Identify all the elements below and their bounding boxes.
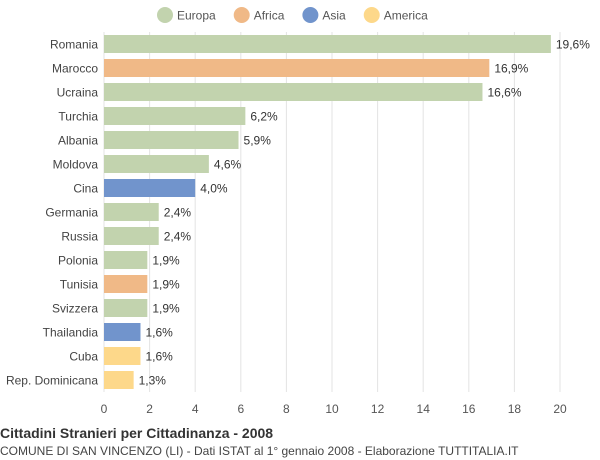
x-tick-label: 4 <box>192 402 199 416</box>
bar-row: Romania 19,6% <box>50 35 590 53</box>
bar <box>104 35 551 53</box>
x-tick-label: 20 <box>553 402 567 416</box>
bar-row: Polonia 1,9% <box>58 251 180 269</box>
x-tick-label: 10 <box>325 402 339 416</box>
data-label: 2,4% <box>164 230 192 244</box>
bar-chart: Europa Africa Asia America Romania 19,6% Maro… <box>6 7 590 416</box>
bar-row: Svizzera 1,9% <box>52 299 180 317</box>
legend-item-asia: Asia <box>302 7 346 23</box>
x-tick-label: 8 <box>283 402 290 416</box>
bar <box>104 155 209 173</box>
bars: Romania 19,6% Marocco 16,9% Ucraina 16,6% Turc… <box>6 35 590 389</box>
legend-item-europa: Europa <box>157 7 216 23</box>
category-label: Cuba <box>69 350 98 364</box>
x-tick-label: 12 <box>371 402 385 416</box>
category-label: Rep. Dominicana <box>6 374 98 388</box>
category-label: Polonia <box>58 254 98 268</box>
bar-row: Ucraina 16,6% <box>57 83 522 101</box>
bar <box>104 83 483 101</box>
legend-label: Africa <box>254 9 285 23</box>
legend-swatch <box>157 7 173 23</box>
category-label: Thailandia <box>43 326 99 340</box>
x-tick-label: 6 <box>237 402 244 416</box>
data-label: 6,2% <box>250 110 278 124</box>
bar-row: Moldova 4,6% <box>53 155 242 173</box>
category-label: Ucraina <box>57 86 99 100</box>
category-label: Svizzera <box>52 302 98 316</box>
bar-row: Germania 2,4% <box>45 203 191 221</box>
legend-swatch <box>302 7 319 23</box>
legend-label: Europa <box>177 9 216 23</box>
bar <box>104 107 246 125</box>
bar <box>104 371 134 389</box>
bar <box>104 131 239 149</box>
bar-row: Marocco 16,9% <box>52 59 529 77</box>
category-label: Romania <box>50 38 98 52</box>
data-label: 1,9% <box>152 254 180 268</box>
x-tick-label: 2 <box>146 402 153 416</box>
bar <box>104 227 159 245</box>
category-label: Cina <box>73 182 98 196</box>
category-label: Russia <box>61 230 98 244</box>
category-label: Albania <box>58 134 98 148</box>
x-tick-label: 14 <box>417 402 431 416</box>
legend-item-africa: Africa <box>233 7 285 23</box>
bar <box>104 203 159 221</box>
legend-label: Asia <box>322 9 346 23</box>
bar <box>104 299 148 317</box>
data-label: 4,6% <box>214 158 242 172</box>
bar-row: Rep. Dominicana 1,3% <box>6 371 166 389</box>
legend-label: America <box>384 9 428 23</box>
bar-row: Russia 2,4% <box>61 227 191 245</box>
chart-title: Cittadini Stranieri per Cittadinanza - 2… <box>0 425 274 441</box>
data-label: 5,9% <box>244 134 272 148</box>
legend-swatch <box>363 7 380 23</box>
data-label: 19,6% <box>556 38 590 52</box>
data-label: 16,6% <box>487 86 521 100</box>
chart-subtitle: COMUNE DI SAN VINCENZO (LI) - Dati ISTAT… <box>0 444 519 458</box>
bar-row: Cina 4,0% <box>73 179 228 197</box>
legend-item-america: America <box>363 7 428 23</box>
x-axis: 0 2 4 6 8 10 12 14 16 18 20 <box>101 402 567 416</box>
data-label: 4,0% <box>200 182 228 196</box>
x-tick-label: 18 <box>508 402 522 416</box>
data-label: 1,6% <box>145 326 173 340</box>
bar-row: Thailandia 1,6% <box>43 323 173 341</box>
category-label: Tunisia <box>60 278 99 292</box>
bar <box>104 275 148 293</box>
x-tick-label: 0 <box>101 402 108 416</box>
x-tick-label: 16 <box>462 402 476 416</box>
category-label: Marocco <box>52 62 98 76</box>
data-label: 1,3% <box>139 374 167 388</box>
category-label: Germania <box>45 206 98 220</box>
data-label: 16,9% <box>494 62 528 76</box>
bar-row: Albania 5,9% <box>58 131 271 149</box>
legend-swatch <box>233 7 250 23</box>
category-label: Turchia <box>58 110 98 124</box>
bar <box>104 179 196 197</box>
data-label: 2,4% <box>164 206 192 220</box>
bar-row: Tunisia 1,9% <box>60 275 180 293</box>
bar <box>104 59 490 77</box>
bar <box>104 347 141 365</box>
bar <box>104 323 141 341</box>
data-label: 1,6% <box>145 350 173 364</box>
category-label: Moldova <box>53 158 99 172</box>
data-label: 1,9% <box>152 278 180 292</box>
bar-row: Cuba 1,6% <box>69 347 173 365</box>
data-label: 1,9% <box>152 302 180 316</box>
bar <box>104 251 148 269</box>
legend: Europa Africa Asia America <box>157 7 428 23</box>
bar-row: Turchia 6,2% <box>58 107 278 125</box>
